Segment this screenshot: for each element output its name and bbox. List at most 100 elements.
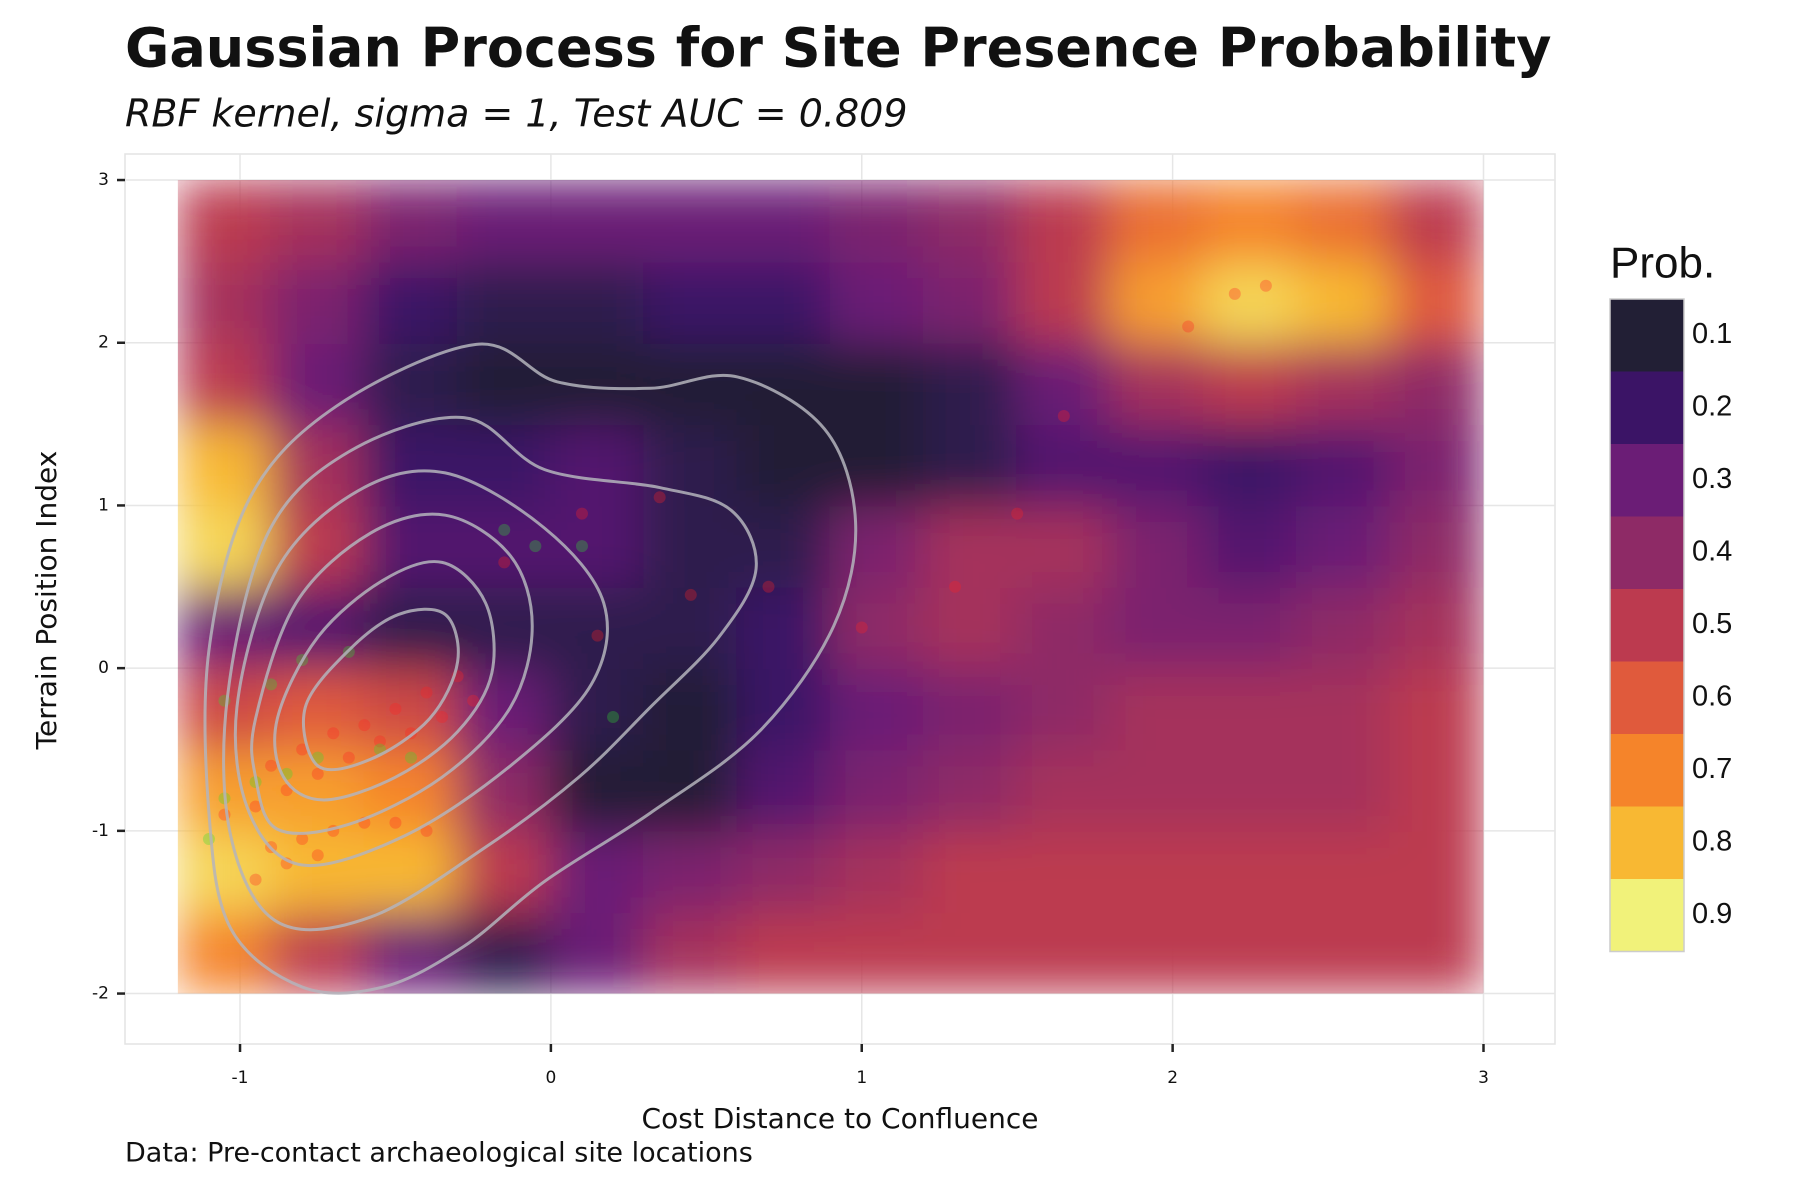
site-point — [529, 540, 542, 553]
y-tick-label: 1 — [98, 495, 109, 515]
heat-cell — [177, 423, 273, 507]
heat-cell — [270, 748, 366, 832]
heat-cell — [1389, 829, 1484, 914]
site-point — [296, 832, 309, 845]
heat-cell — [177, 504, 273, 588]
site-point — [1259, 279, 1272, 292]
site-point — [265, 678, 278, 691]
x-tick-label: 1 — [856, 1068, 867, 1088]
caption: Data: Pre-contact archaeological site lo… — [125, 1138, 753, 1169]
heat-cell — [1202, 829, 1298, 914]
heat-cell — [1389, 180, 1484, 263]
site-point — [373, 735, 386, 748]
heat-cell — [643, 180, 739, 263]
site-point — [607, 710, 620, 723]
site-point — [653, 491, 666, 504]
site-point — [311, 767, 324, 780]
site-point — [342, 751, 355, 764]
site-point — [420, 824, 433, 837]
heat-cell — [1109, 504, 1205, 588]
site-point — [405, 751, 417, 764]
heat-cell — [270, 585, 366, 670]
heat-cell — [177, 585, 273, 670]
heat-cell — [922, 341, 1019, 426]
heat-cell — [1389, 585, 1484, 670]
heat-cell — [1202, 423, 1298, 507]
heat-cell — [1016, 667, 1112, 751]
heat-cell — [549, 180, 646, 263]
heat-cell — [270, 667, 366, 751]
legend-key — [1610, 879, 1684, 952]
heat-cell — [922, 667, 1019, 751]
density-contour — [302, 607, 460, 772]
x-tick-label: 2 — [1167, 1068, 1178, 1088]
heat-cell — [736, 748, 832, 832]
heat-cell — [1389, 341, 1484, 426]
legend-key — [1610, 516, 1684, 589]
heat-cell — [1295, 829, 1392, 914]
heat-cell — [363, 911, 459, 994]
heat-cell — [363, 180, 459, 263]
legend-key — [1610, 806, 1684, 879]
heat-cell — [1389, 667, 1484, 751]
site-point — [855, 621, 868, 634]
heat-cell — [1109, 260, 1205, 344]
heat-cell — [643, 341, 739, 426]
x-tick-label: 3 — [1478, 1068, 1489, 1088]
heat-cell — [922, 423, 1019, 507]
legend-label: 0.4 — [1692, 535, 1732, 567]
heat-cell — [1389, 748, 1484, 832]
y-tick-label: -1 — [92, 821, 109, 841]
legend-key — [1610, 589, 1684, 662]
heat-cell — [549, 423, 646, 507]
heat-cell — [363, 748, 459, 832]
site-point — [202, 832, 215, 845]
heat-cell — [643, 911, 739, 994]
site-point — [498, 556, 511, 569]
y-tick-label: 0 — [98, 658, 109, 678]
heat-cell — [177, 180, 273, 263]
heat-cell — [736, 260, 832, 344]
heat-cell — [1295, 667, 1392, 751]
heat-cell — [549, 585, 646, 670]
heat-cell — [1109, 748, 1205, 832]
heat-cell — [1016, 829, 1112, 914]
heat-cell — [270, 180, 366, 263]
heat-cell — [829, 260, 925, 344]
chart-title: Gaussian Process for Site Presence Proba… — [125, 17, 1551, 80]
heat-cell — [922, 911, 1019, 994]
legend-key — [1610, 661, 1684, 734]
legend-key — [1610, 734, 1684, 807]
legend: Prob. 0.1 0.2 0.3 0.4 0.5 0.6 0.7 0.8 0.9 — [1609, 239, 1732, 953]
density-contour — [273, 560, 496, 802]
heat-cell — [1202, 911, 1298, 994]
legend-label: 0.2 — [1692, 390, 1732, 422]
heat-cell — [1016, 423, 1112, 507]
heat-cell — [1016, 911, 1112, 994]
density-contour — [250, 512, 534, 835]
heat-cell — [1389, 260, 1484, 344]
heat-cell — [1295, 260, 1392, 344]
heat-cell — [177, 829, 273, 914]
heat-cell — [922, 260, 1019, 344]
heat-cell — [736, 585, 832, 670]
heat-cell — [829, 748, 925, 832]
axes: -1 0 1 2 3 -2 -1 0 1 2 3 — [92, 170, 1489, 1088]
site-point — [389, 702, 402, 715]
heat-cell — [456, 260, 552, 344]
heat-cell — [456, 423, 552, 507]
heat-cell — [1016, 180, 1112, 263]
heat-cell — [1109, 585, 1205, 670]
density-contour — [233, 469, 609, 868]
legend-label: 0.1 — [1692, 318, 1732, 350]
heat-cell — [1109, 180, 1205, 263]
heat-cell — [1202, 504, 1298, 588]
y-tick-label: -2 — [92, 984, 109, 1004]
heat-cell — [456, 504, 552, 588]
contours — [203, 342, 858, 995]
site-point — [1011, 507, 1024, 520]
legend-key — [1610, 444, 1684, 517]
chart-subtitle: RBF kernel, sigma = 1, Test AUC = 0.809 — [125, 92, 908, 136]
heat-cell — [270, 341, 366, 426]
density-contour — [203, 342, 858, 995]
